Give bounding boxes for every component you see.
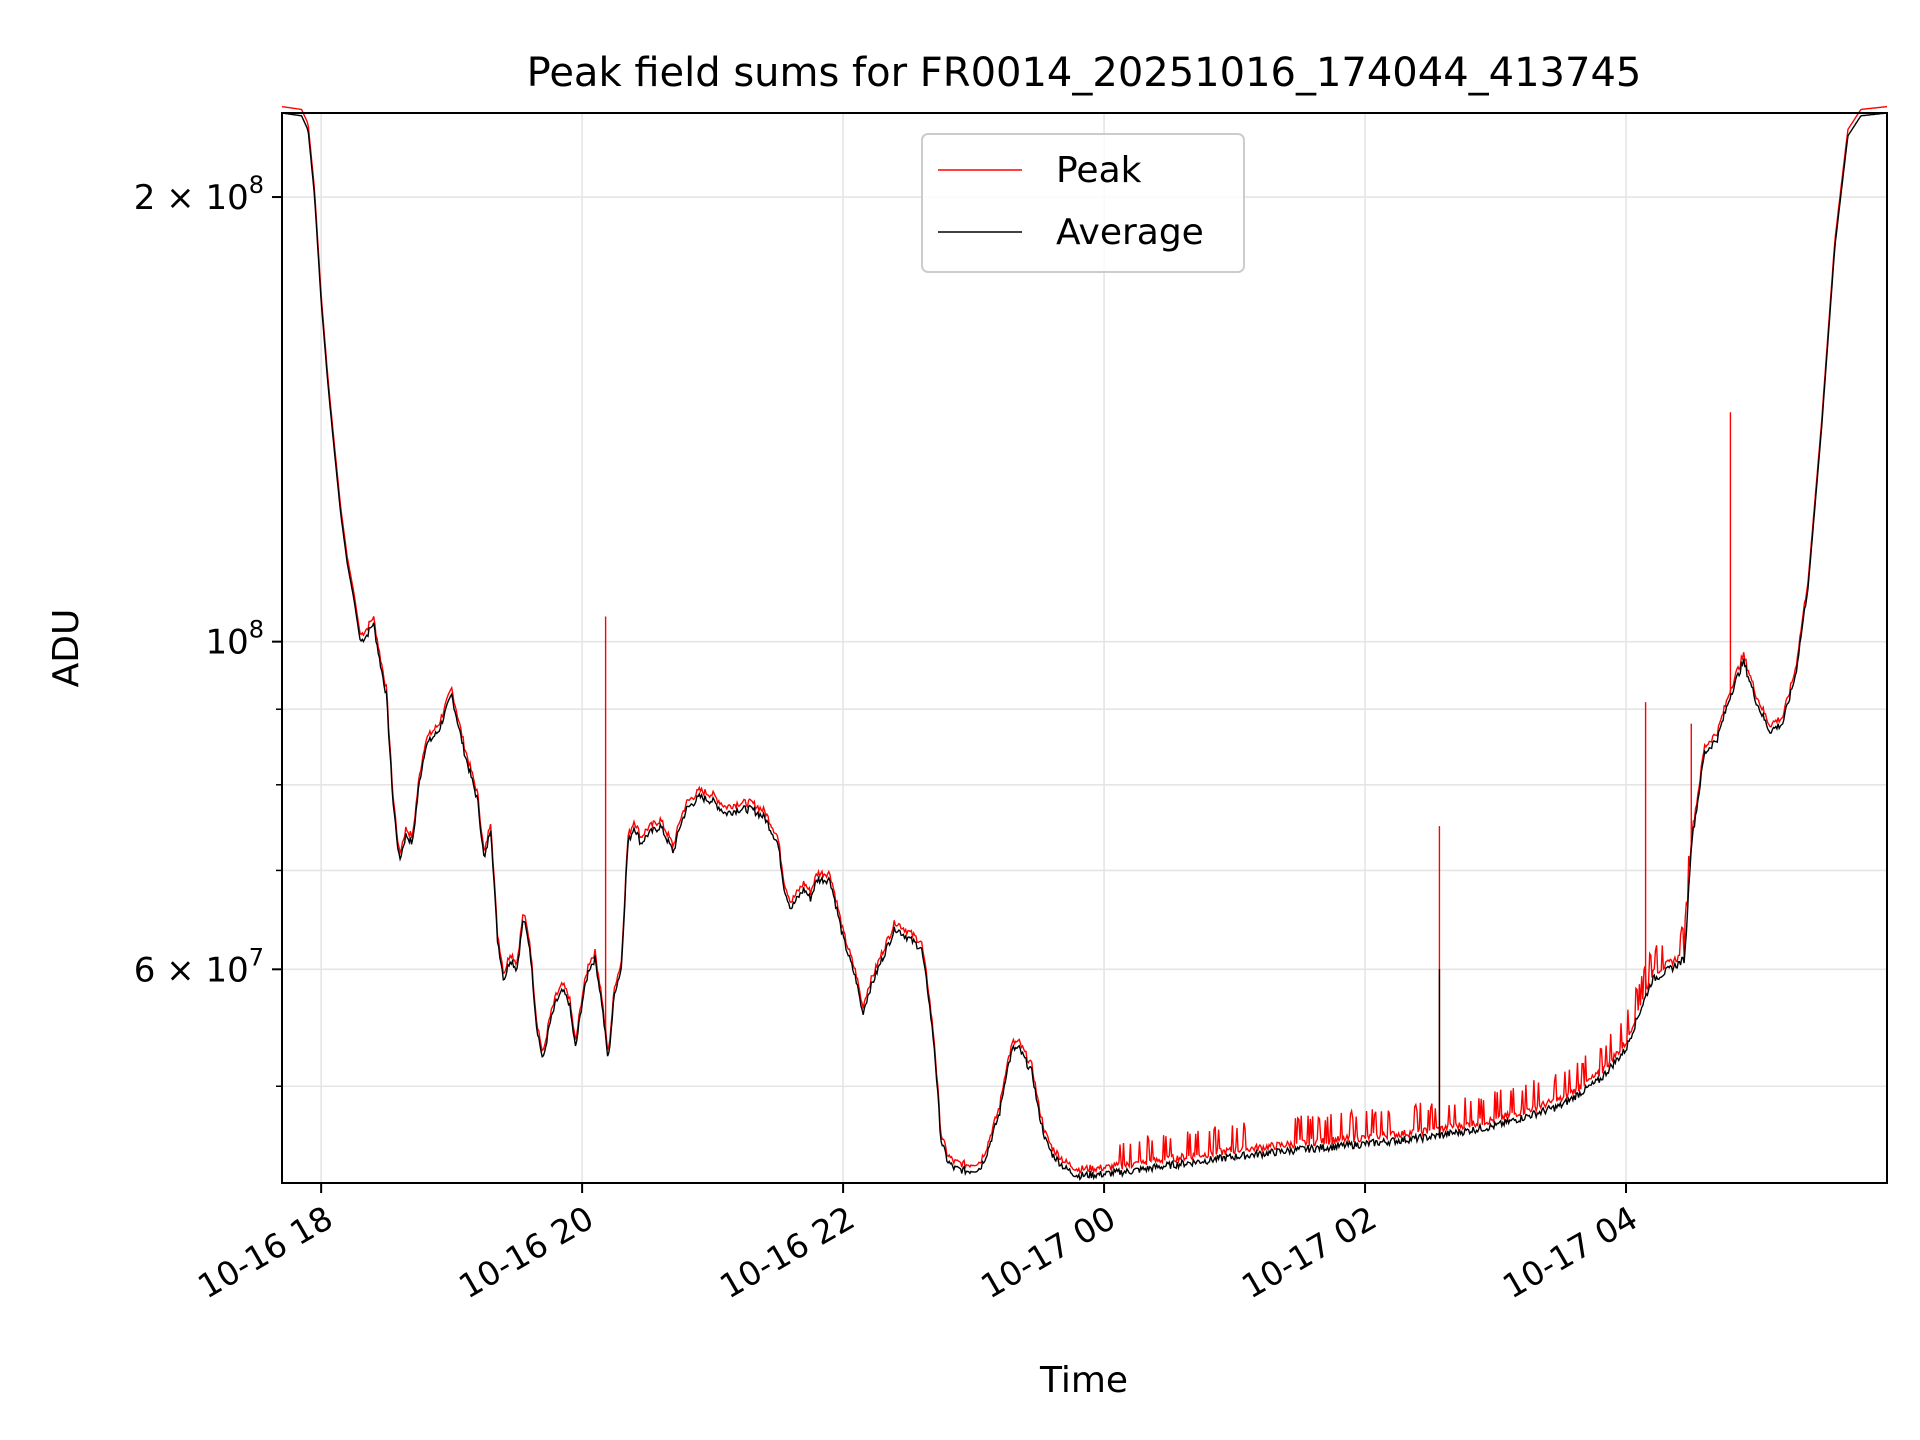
x-tick-label: 10-17 04 [1496, 1198, 1644, 1306]
x-tick-label: 10-17 00 [974, 1198, 1122, 1306]
x-tick-label: 10-16 22 [713, 1198, 861, 1306]
y-tick-base: 10 [205, 178, 248, 218]
series-line-peak [281, 105, 1888, 1175]
x-tick-label: 10-16 18 [191, 1198, 339, 1306]
legend: Peak Average [921, 133, 1245, 273]
x-tick-label: 10-16 20 [452, 1198, 600, 1306]
x-tick-label: 10-17 02 [1235, 1198, 1383, 1306]
legend-label-peak: Peak [1056, 150, 1142, 191]
y-tick-label: 2 × 108 [134, 171, 264, 218]
chart-title: Peak field sums for FR0014_20251016_1740… [527, 50, 1642, 96]
y-tick-exponent: 8 [249, 171, 264, 199]
series-lines [281, 105, 1888, 1182]
y-tick-exponent: 7 [249, 943, 264, 971]
y-tick-mantissa: 6 × [134, 950, 206, 990]
legend-box [921, 133, 1245, 273]
y-tick-base: 10 [205, 950, 248, 990]
y-tick-base: 10 [205, 623, 248, 663]
y-tick-exponent: 8 [249, 616, 264, 644]
y-axis-label: ADU [46, 609, 87, 688]
series-line-average [281, 112, 1888, 1182]
x-axis: 10-16 18 10-16 20 10-16 22 10-17 00 10-17 02… [191, 1183, 1644, 1306]
y-tick-label: 6 × 107 [134, 943, 264, 990]
y-tick-label: 108 [205, 616, 264, 663]
x-axis-label: Time [1039, 1360, 1128, 1401]
grid-lines [282, 113, 1887, 1183]
y-tick-mantissa: 2 × [134, 178, 206, 218]
legend-label-average: Average [1056, 212, 1204, 253]
plot-frame [281, 112, 1888, 1184]
